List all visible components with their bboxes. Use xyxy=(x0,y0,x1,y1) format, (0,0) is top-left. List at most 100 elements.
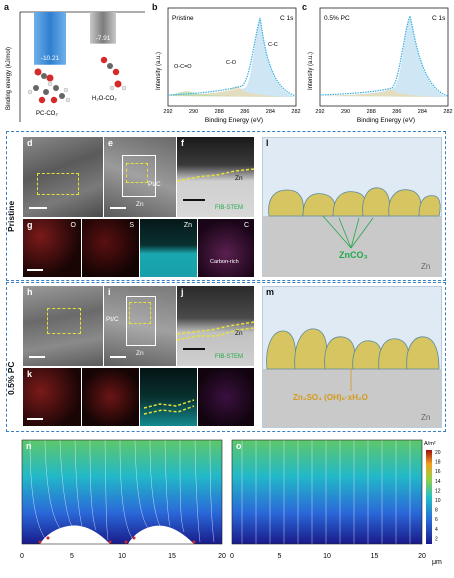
xps-tick-label: 286 xyxy=(240,109,249,115)
colorbar-tick: 18 xyxy=(435,460,441,466)
xps-xlabel: Binding Energy (eV) xyxy=(205,117,263,124)
interface-line xyxy=(177,168,254,182)
peak-label-oco: O-C=O xyxy=(174,64,192,70)
eds-map-o: O xyxy=(23,219,81,277)
bar-h2o-co2 xyxy=(90,12,116,44)
xps-ylabel: Intensity (a.u.) xyxy=(156,52,162,90)
scale-bar xyxy=(183,348,205,350)
xps-tick-label: 292 xyxy=(315,109,324,115)
x-tick-label: 15 xyxy=(371,553,379,560)
plot-frame xyxy=(319,7,449,107)
current-density-maps: A/m² 20 18 16 14 12 10 8 6 4 2 0 5 10 15 20 0 5 10 15 20 … xyxy=(20,439,442,566)
product-label: ZnCO₃ xyxy=(339,250,368,260)
roi-box xyxy=(129,302,151,324)
eds-map-zn-pc xyxy=(140,368,197,426)
panel-o-label: o xyxy=(236,441,242,451)
scale-bar xyxy=(27,269,43,271)
stem-image-j: Zn FIB-STEM xyxy=(177,286,254,366)
ocoo-peak-fill xyxy=(168,91,296,97)
y-axis-label: Binding energy (kJ/mol) xyxy=(6,47,12,110)
xps-tick-label: 282 xyxy=(443,109,452,115)
interface-line xyxy=(177,321,254,341)
colorbar-ticks: 20 18 16 14 12 10 8 6 4 2 xyxy=(435,450,441,542)
h2o-co2-name: H₂O-CO₂ xyxy=(92,96,117,102)
bar-label-h2o: -7.91 xyxy=(96,35,111,42)
x-tick-label: 0 xyxy=(230,553,234,560)
h2o-co2-molecule xyxy=(100,56,127,91)
row-label-pc: 0.5% PC xyxy=(6,361,16,395)
zn-substrate xyxy=(263,369,441,427)
eds-map-o-pc xyxy=(23,368,81,426)
panel-g-label: g xyxy=(27,220,33,230)
sem-image-i: Pt/C Zn xyxy=(104,286,176,366)
zn-label: Zn xyxy=(235,330,243,337)
pc-box xyxy=(6,282,446,432)
xps-data-line xyxy=(167,17,297,97)
zn-label: Zn xyxy=(136,350,144,357)
eds-map-s: S xyxy=(82,219,139,277)
scale-bar xyxy=(29,356,45,358)
x-ticks-o: 0 5 10 15 20 xyxy=(230,553,426,560)
x-tick-label: 5 xyxy=(278,553,282,560)
carbon-rich-label: Carbon-rich xyxy=(210,259,239,265)
product-label: Zn₄SO₄ (OH)₆·xH₂O xyxy=(293,393,368,402)
xps-tick-label: 286 xyxy=(392,109,401,115)
panel-b-label: b xyxy=(152,2,158,12)
eds-label-o: O xyxy=(70,222,76,229)
row-label-pristine: Pristine xyxy=(6,200,16,232)
colorbar-tick: 14 xyxy=(435,479,441,485)
protrusions xyxy=(22,525,222,548)
xps-tick-label: 292 xyxy=(163,109,172,115)
fib-label: FIB-STEM xyxy=(215,354,243,360)
panel-a-label: a xyxy=(4,2,10,12)
eds-label-s: S xyxy=(129,222,134,229)
colorbar-tick: 16 xyxy=(435,469,441,475)
colorbar-tick: 20 xyxy=(435,450,441,456)
field-lines-n xyxy=(29,439,215,543)
plot-frame xyxy=(167,7,297,107)
panel-d-label: d xyxy=(27,138,33,148)
x-unit: μm xyxy=(432,559,442,566)
colorbar-tick: 4 xyxy=(435,527,438,533)
xps-tick-label: 290 xyxy=(341,109,350,115)
colorbar-tick: 2 xyxy=(435,536,438,542)
substrate-label: Zn xyxy=(421,262,431,271)
particles xyxy=(266,328,440,391)
field-map-o xyxy=(232,440,422,544)
panel-l-label: l xyxy=(266,138,269,148)
scale-bar xyxy=(183,199,205,201)
peak-label-co: C-O xyxy=(226,60,237,66)
colorbar-tick: 6 xyxy=(435,517,438,523)
roi-box xyxy=(37,173,79,195)
xps-tick-label: 282 xyxy=(291,109,300,115)
pc-co2-name: PC-CO₂ xyxy=(36,111,58,117)
schematic-m: Zn₄SO₄ (OH)₆·xH₂O Zn xyxy=(262,286,442,428)
xps-title: 0.5% PC xyxy=(324,15,350,22)
scale-bar xyxy=(29,207,47,209)
substrate-label: Zn xyxy=(421,413,431,422)
scale-bar xyxy=(110,356,126,358)
xps-pristine-chart: Pristine C 1s Intensity (a.u.) O-C=O C-O… xyxy=(156,7,301,124)
zn-label: Zn xyxy=(235,175,243,182)
ptc-label: Pt/C xyxy=(106,316,119,323)
xps-tick-label: 290 xyxy=(189,109,198,115)
panel-h-label: h xyxy=(27,287,33,297)
zn-label: Zn xyxy=(136,201,144,208)
roi-box xyxy=(47,308,81,334)
xps-tick-label: 284 xyxy=(266,109,275,115)
xps-data-line xyxy=(319,14,449,97)
panel-f-label: f xyxy=(181,138,184,148)
xps-ylabel: Intensity (a.u.) xyxy=(308,52,314,90)
xps-tag: C 1s xyxy=(280,15,294,22)
binding-energy-chart: Binding energy (kJ/mol) -10.21 -7.91 PC-… xyxy=(6,11,145,122)
bar-pc-co2 xyxy=(34,12,66,65)
particles xyxy=(268,187,441,249)
roi-box xyxy=(126,163,148,183)
xps-xlabel: Binding Energy (eV) xyxy=(357,117,415,124)
peak-label-cc: C-C xyxy=(268,42,278,48)
colorbar xyxy=(426,450,432,544)
colorbar-unit: A/m² xyxy=(424,441,436,447)
hotspot-arrows-n xyxy=(38,536,196,544)
xps-title: Pristine xyxy=(172,15,194,22)
xps-tick-label: 288 xyxy=(367,109,376,115)
